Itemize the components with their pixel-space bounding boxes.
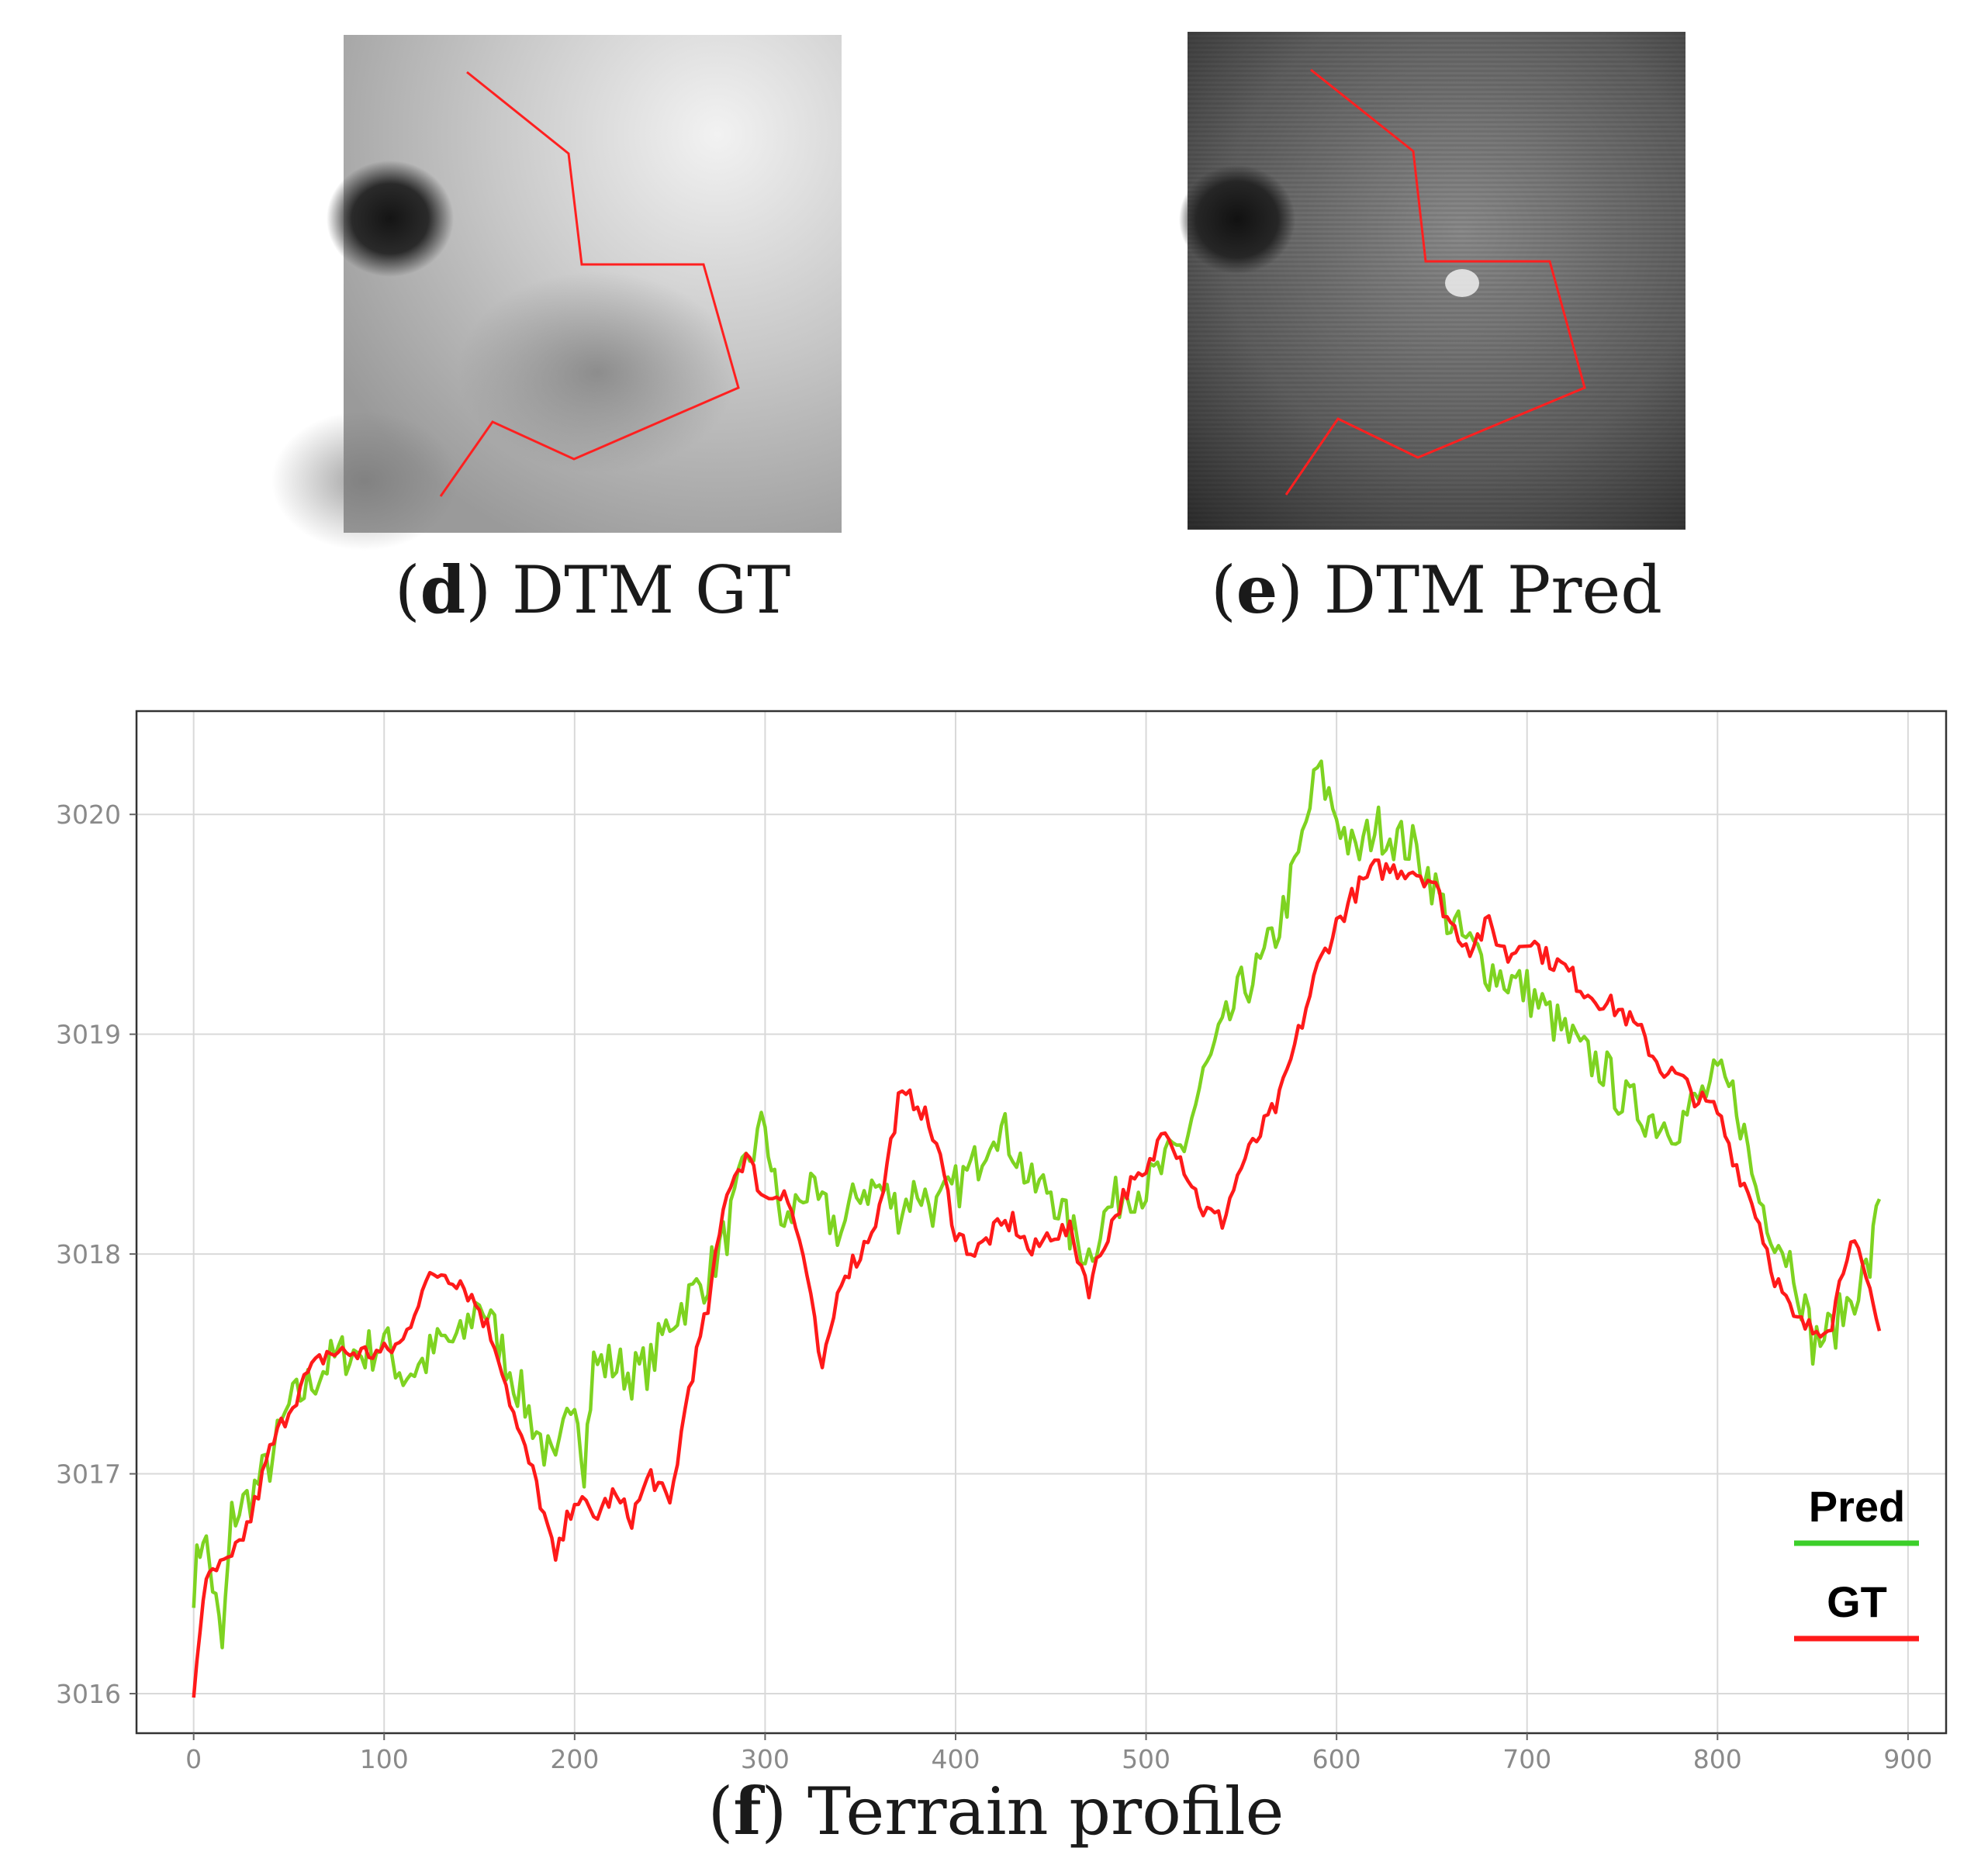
caption-terrain-profile: (f) Terrain profile — [708, 1773, 1284, 1850]
series-line-gt — [192, 858, 1882, 1698]
y-tick-label: 3016 — [56, 1679, 121, 1709]
x-tick-label: 800 — [1693, 1744, 1742, 1774]
dtm-gt-depression — [458, 271, 737, 473]
x-tick-label: 100 — [360, 1744, 409, 1774]
y-tick-label: 3018 — [56, 1239, 121, 1269]
y-tick-label: 3020 — [56, 800, 121, 830]
chart-frame — [135, 710, 1948, 1735]
terrain-profile-chart: 0 100 200 300 400 500 600 700 800 900 3016 3017 3018… — [56, 710, 1948, 1774]
legend-label-pred: Pred — [1809, 1482, 1906, 1531]
x-tick-label: 0 — [185, 1744, 202, 1774]
chart-legend: Pred GT — [1794, 1482, 1919, 1642]
dtm-gt-crater — [327, 161, 454, 277]
series-line-pred — [192, 759, 1882, 1649]
dtm-gt-shade — [271, 411, 458, 551]
chart-series — [192, 759, 1882, 1698]
dtm-gt-panel — [271, 35, 842, 551]
dtm-gt-profile-path — [439, 71, 740, 497]
x-tick-label: 300 — [741, 1744, 790, 1774]
dtm-pred-texture — [1188, 32, 1685, 530]
legend-label-gt: GT — [1827, 1577, 1887, 1626]
x-tick-label: 200 — [550, 1744, 599, 1774]
dtm-pred-profile-path — [1284, 68, 1586, 496]
dtm-pred-bright-spot — [1445, 269, 1479, 297]
chart-ticks: 0 100 200 300 400 500 600 700 800 900 3016 3017 3018… — [56, 800, 1932, 1774]
x-tick-label: 700 — [1502, 1744, 1551, 1774]
y-tick-label: 3019 — [56, 1020, 121, 1050]
x-tick-label: 600 — [1312, 1744, 1361, 1774]
chart-grid — [137, 711, 1946, 1733]
x-tick-label: 500 — [1122, 1744, 1170, 1774]
y-tick-label: 3017 — [56, 1459, 121, 1490]
dtm-pred-crater — [1179, 165, 1295, 274]
x-tick-label: 900 — [1883, 1744, 1932, 1774]
x-tick-label: 400 — [931, 1744, 980, 1774]
caption-dtm-gt: (d) DTM GT — [395, 551, 790, 628]
dtm-pred-panel — [1179, 32, 1685, 530]
caption-dtm-pred: (e) DTM Pred — [1211, 551, 1662, 628]
